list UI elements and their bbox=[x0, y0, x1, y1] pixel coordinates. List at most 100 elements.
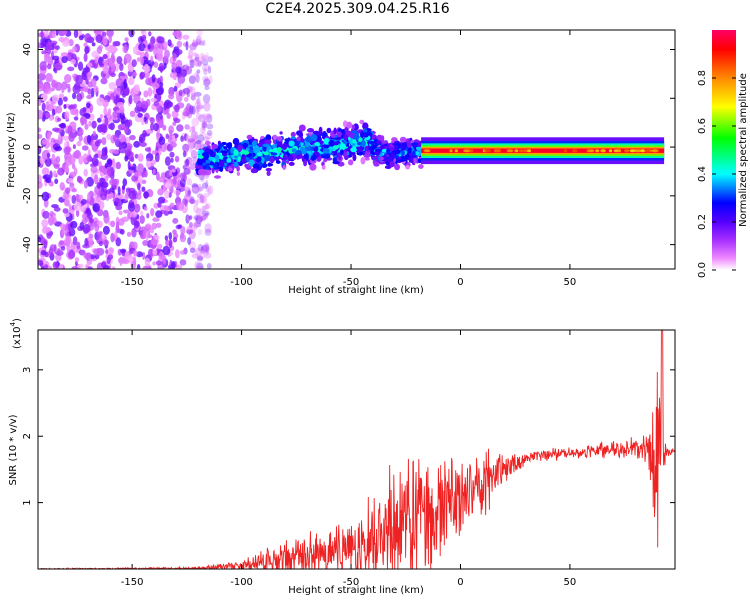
spectrogram-noise-cell bbox=[93, 248, 101, 256]
spectrogram-noise-cell bbox=[119, 256, 123, 267]
spectrogram-noise-cell bbox=[115, 204, 123, 211]
spectrogram-band-cell bbox=[211, 143, 219, 150]
spectrogram-noise-cell bbox=[41, 139, 48, 145]
spectrogram-noise-cell bbox=[157, 202, 162, 208]
spectrogram-noise-cell bbox=[51, 108, 56, 116]
spectrogram-noise-cell bbox=[199, 60, 203, 65]
spectrogram-noise-cell bbox=[151, 222, 158, 230]
spectrogram-noise-cell bbox=[119, 63, 124, 72]
spectrogram-noise-cell bbox=[174, 104, 180, 113]
spectrogram-noise-cell bbox=[195, 105, 200, 114]
spectrogram-noise-cell bbox=[152, 168, 156, 175]
spectrogram-noise-cell bbox=[128, 30, 135, 38]
spectrogram-band-cell bbox=[356, 141, 362, 146]
spectrogram-band-cell bbox=[379, 156, 384, 161]
spectrogram-noise-cell bbox=[49, 244, 57, 252]
spectrogram-noise-cell bbox=[201, 205, 206, 213]
spectrogram-noise-cell bbox=[172, 121, 177, 126]
spectrogram-noise-cell bbox=[78, 128, 84, 135]
spectrogram-band-cell bbox=[350, 147, 357, 153]
spectrogram-band-cell bbox=[205, 159, 211, 164]
spectrogram-noise-cell bbox=[84, 237, 89, 247]
spectrogram-noise-cell bbox=[193, 91, 202, 97]
spectrogram-noise-cell bbox=[196, 113, 202, 120]
spectrogram-noise-cell bbox=[180, 135, 184, 142]
spectrogram-noise-cell bbox=[41, 102, 46, 112]
spectrogram-noise-cell bbox=[175, 249, 180, 259]
spectrogram-band-cell bbox=[233, 149, 239, 156]
spectrogram-noise-cell bbox=[123, 53, 132, 64]
colorbar-tick-label: 0.8 bbox=[697, 70, 708, 86]
spectrogram-noise-cell bbox=[86, 94, 93, 100]
spectrogram-band-cell bbox=[332, 141, 339, 146]
spectrogram-noise-cell bbox=[41, 167, 50, 176]
colorbar-tick-label: 0.0 bbox=[697, 262, 708, 278]
snr-y-axis-label: SNR (10 * v/v) bbox=[8, 414, 19, 485]
spectrogram-noise-cell bbox=[189, 104, 194, 115]
spectrogram-noise-cell bbox=[45, 157, 52, 167]
spectrogram-noise-cell bbox=[201, 244, 210, 252]
spectrogram-band-cell bbox=[288, 161, 295, 166]
spectrogram-band-cell bbox=[412, 150, 416, 157]
spectrogram-noise-cell bbox=[87, 266, 93, 269]
spectrogram-noise-cell bbox=[122, 258, 130, 265]
spectrogram-noise-cell bbox=[56, 117, 62, 122]
spectrogram-band-cell bbox=[351, 124, 355, 130]
spectrogram-band-cell bbox=[223, 146, 228, 150]
spectrogram-noise-cell bbox=[176, 124, 184, 132]
spectrogram-noise-cell bbox=[133, 171, 142, 177]
spectrogram-noise-cell bbox=[191, 41, 199, 47]
spectrogram-noise-cell bbox=[196, 104, 205, 110]
spectrogram-noise-cell bbox=[140, 210, 144, 216]
spectrogram-noise-cell bbox=[96, 182, 101, 189]
spectrogram-noise-cell bbox=[182, 87, 190, 95]
spectrogram-noise-cell bbox=[71, 266, 78, 269]
spectrogram-noise-cell bbox=[52, 127, 60, 132]
spectrogram-line-cell bbox=[506, 149, 514, 153]
spectrogram-noise-cell bbox=[86, 108, 91, 113]
spectrogram-noise-cell bbox=[80, 198, 87, 205]
spectrogram-noise-cell bbox=[188, 126, 196, 133]
spectrogram-noise-cell bbox=[46, 131, 52, 141]
spectrogram-noise-cell bbox=[198, 40, 205, 46]
spectrogram-noise-cell bbox=[75, 193, 80, 203]
spectrogram-band-cell bbox=[355, 146, 362, 153]
spectrogram-noise-cell bbox=[134, 203, 141, 213]
spectrogram-noise-cell bbox=[63, 146, 71, 156]
spectrogram-band-cell bbox=[195, 165, 203, 169]
spectrogram-band-cell bbox=[204, 140, 211, 146]
spectrogram-band-cell bbox=[237, 144, 243, 152]
spectrogram-noise-cell bbox=[62, 208, 69, 214]
spectrogram-noise-cell bbox=[116, 221, 120, 229]
spectrogram-noise-cell bbox=[59, 182, 65, 191]
snr-multiplier-exp: 4 bbox=[9, 321, 17, 326]
spectrogram-noise-cell bbox=[144, 257, 150, 267]
spectrogram-band-cell bbox=[242, 142, 249, 148]
spectrogram-band-cell bbox=[203, 170, 208, 175]
spectrogram-noise-cell bbox=[118, 210, 123, 216]
spectrogram-noise-cell bbox=[72, 236, 78, 246]
spectrogram-noise-cell bbox=[139, 215, 145, 224]
snr-panel: -150 -100 -50 0 50 1 2 3 Height of straight lin… bbox=[8, 318, 676, 596]
spectrogram-y-axis-label: Frequency (Hz) bbox=[6, 112, 17, 188]
spectrogram-noise-cell bbox=[41, 219, 49, 228]
spectrogram-band-cell bbox=[301, 148, 308, 155]
spectrogram-noise-cell bbox=[104, 163, 108, 169]
spectrogram-noise-cell bbox=[174, 155, 180, 163]
spectrogram-line-cell bbox=[563, 149, 568, 153]
spectrogram-noise-cell bbox=[179, 172, 186, 180]
spectrogram-noise-cell bbox=[45, 112, 51, 119]
spectrogram-band-cell bbox=[411, 142, 419, 146]
spectrogram-band-cell bbox=[317, 146, 323, 154]
spectrogram-noise-cell bbox=[38, 42, 41, 49]
spectrogram-line-cell bbox=[468, 149, 474, 153]
spectrogram-noise-cell bbox=[150, 55, 154, 63]
spectrogram-noise-cell bbox=[164, 235, 169, 241]
spectrogram-noise-cell bbox=[204, 204, 210, 209]
spectrogram-noise-cell bbox=[152, 261, 156, 266]
spectrogram-noise-cell bbox=[202, 136, 210, 142]
spectrogram-noise-cell bbox=[87, 88, 92, 95]
spectrogram-band-cell bbox=[389, 161, 396, 168]
spectrogram-noise-cell bbox=[71, 188, 77, 193]
